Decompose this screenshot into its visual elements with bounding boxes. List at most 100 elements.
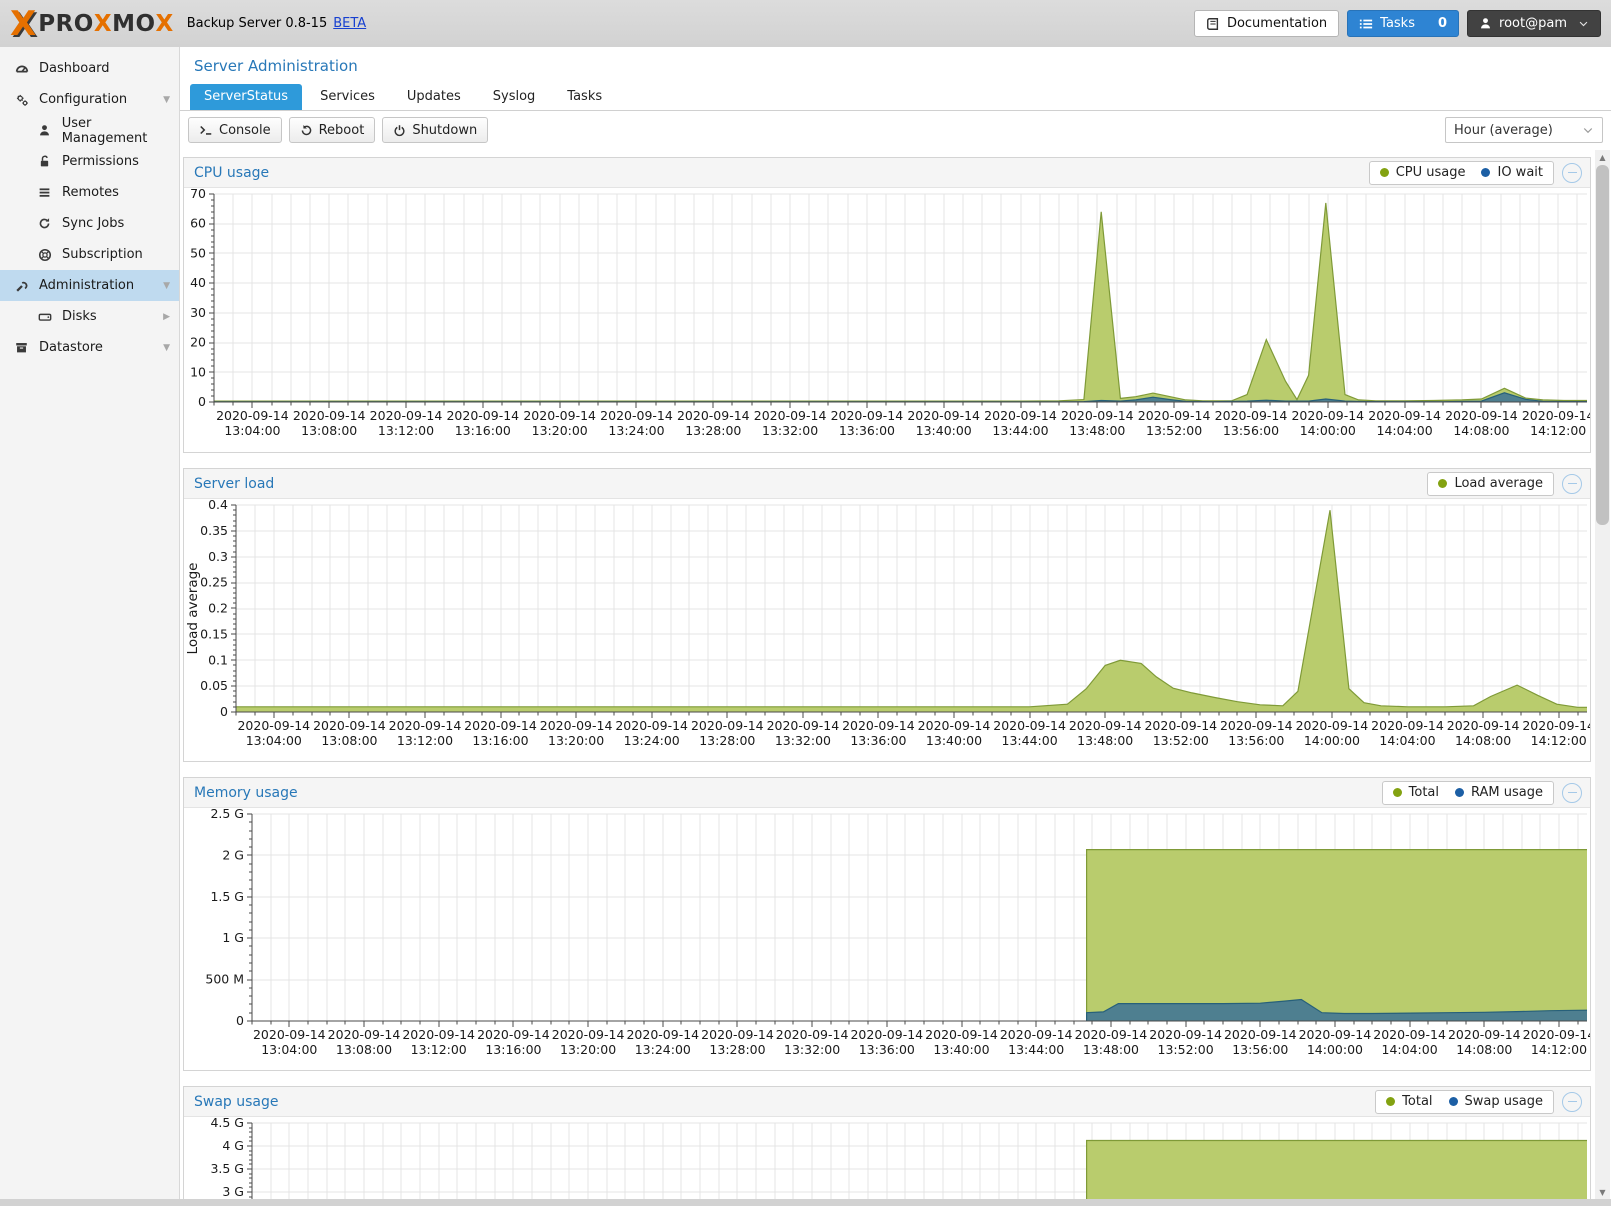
beta-link[interactable]: BETA: [333, 16, 367, 31]
chart-panel: Memory usage Total RAM usage 0 500 M 1 G 1.5…: [183, 777, 1591, 1071]
collapse-panel-button[interactable]: [1562, 473, 1582, 494]
x-tick-label: 2020-09-14 14:08:00: [1445, 408, 1518, 438]
sidebar-item-user-management[interactable]: User Management: [0, 115, 179, 146]
vertical-scrollbar[interactable]: ▲ ▼: [1595, 150, 1610, 1199]
sidebar-item-administration[interactable]: Administration ▼: [0, 270, 179, 301]
main-content: Server Administration ServerStatus Servic…: [180, 47, 1611, 1206]
legend-dot-blue: [1481, 168, 1491, 177]
chevron-down-icon: [1583, 128, 1593, 134]
page-title: Server Administration: [194, 57, 358, 75]
user-menu-button[interactable]: root@pam: [1467, 10, 1601, 37]
sidebar-item-configuration[interactable]: Configuration ▼: [0, 84, 179, 115]
tab-serverstatus[interactable]: ServerStatus: [190, 84, 303, 110]
sidebar: Dashboard Configuration ▼ User Management Pe…: [0, 47, 180, 1206]
sidebar-item-permissions[interactable]: Permissions: [0, 146, 179, 177]
x-tick-label: 2020-09-14 13:56:00: [1220, 718, 1293, 748]
sidebar-item-disks[interactable]: Disks ▶: [0, 301, 179, 332]
legend-label: Total: [1402, 1094, 1433, 1109]
y-tick-label: 3.5 G: [210, 1161, 244, 1176]
series-line-io-wait: [214, 392, 1587, 403]
documentation-button[interactable]: Documentation: [1193, 10, 1340, 37]
tab-updates[interactable]: Updates: [406, 89, 461, 104]
x-tick-label: 2020-09-14 13:56:00: [1224, 1027, 1297, 1057]
chart-panel-header: CPU usage CPU usage IO wait: [184, 158, 1590, 188]
x-tick-label: 2020-09-14 13:16:00: [464, 718, 537, 748]
chevron-down-icon[interactable]: ▼: [163, 342, 170, 353]
chart-legend: CPU usage IO wait: [1368, 160, 1554, 185]
sidebar-item-label: Remotes: [62, 185, 119, 200]
legend-item-swap-usage[interactable]: Swap usage: [1448, 1094, 1543, 1109]
legend-item-io-wait[interactable]: IO wait: [1481, 165, 1543, 180]
sidebar-item-subscription[interactable]: Subscription: [0, 239, 179, 270]
tab-syslog[interactable]: Syslog: [492, 89, 536, 104]
x-tick-label: 2020-09-14 14:08:00: [1448, 1027, 1521, 1057]
sidebar-item-label: Configuration: [39, 92, 128, 107]
series-line-ram-usage: [1086, 998, 1588, 1021]
x-tick-label: 2020-09-14 13:48:00: [1061, 408, 1134, 438]
archive-icon: [13, 341, 30, 354]
collapse-panel-button[interactable]: [1562, 782, 1582, 803]
x-tick-label: 2020-09-14 13:36:00: [831, 408, 904, 438]
scroll-down-arrow[interactable]: ▼: [1599, 1187, 1606, 1197]
legend-dot-green: [1386, 1097, 1396, 1106]
sync-icon: [36, 217, 53, 230]
x-tick-label: 2020-09-14 13:32:00: [754, 408, 827, 438]
y-tick-label: 70: [190, 188, 206, 201]
user-label: root@pam: [1499, 16, 1567, 31]
x-tick-label: 2020-09-14 13:36:00: [850, 1027, 923, 1057]
x-tick-label: 2020-09-14 14:00:00: [1299, 1027, 1372, 1057]
y-tick-label: 2.5 G: [210, 808, 244, 821]
minus-icon: [1567, 792, 1577, 793]
chart-svg: 0 500 M 1 G 1.5 G 2 G 2.5 G 2020-09-14 13:04:00…: [205, 808, 1590, 1057]
sidebar-item-remotes[interactable]: Remotes: [0, 177, 179, 208]
legend-dot-green: [1379, 168, 1389, 177]
window-bottom-edge: [0, 1199, 1611, 1206]
legend-item-cpu-usage[interactable]: CPU usage: [1379, 165, 1465, 180]
y-axis-title: Load average: [185, 563, 201, 655]
toolbar-button-label: Reboot: [318, 122, 365, 138]
chevron-right-icon[interactable]: ▶: [163, 311, 170, 322]
x-tick-label: 2020-09-14 13:20:00: [552, 1027, 625, 1057]
series-line-total: [1086, 1139, 1587, 1206]
chevron-down-icon[interactable]: ▼: [163, 280, 170, 291]
legend-label: Swap usage: [1464, 1094, 1543, 1109]
legend-item-total[interactable]: Total: [1386, 1094, 1433, 1109]
brand-letter: MO: [112, 10, 156, 37]
sidebar-item-datastore[interactable]: Datastore ▼: [0, 332, 179, 363]
x-tick-label: 2020-09-14 14:12:00: [1523, 1027, 1590, 1057]
chart-area: 0 0.05 0.1 0.15 0.2 0.25 0.3 0.35 0.4 2020-09-14 1…: [184, 499, 1590, 761]
x-tick-label: 2020-09-14 14:12:00: [1522, 718, 1590, 748]
scrollbar-thumb[interactable]: [1596, 165, 1609, 525]
shutdown-button[interactable]: Shutdown: [382, 117, 489, 143]
x-tick-label: 2020-09-14 13:56:00: [1215, 408, 1288, 438]
chart-area: 0 500 M 1 G 1.5 G 2 G 2.5 G 2020-09-14 13:04:00…: [184, 808, 1590, 1070]
console-button[interactable]: Console: [188, 117, 282, 143]
minus-icon: [1567, 172, 1577, 173]
tasks-button[interactable]: Tasks 0: [1347, 10, 1460, 37]
x-tick-label: 2020-09-14 13:24:00: [600, 408, 673, 438]
collapse-panel-button[interactable]: [1562, 1091, 1582, 1112]
proxmox-logo-icon: X: [10, 3, 37, 44]
x-tick-label: 2020-09-14 14:00:00: [1296, 718, 1369, 748]
tab-tasks[interactable]: Tasks: [567, 89, 603, 104]
tasks-list-icon: [1360, 19, 1373, 28]
x-tick-label: 2020-09-14 13:40:00: [907, 408, 980, 438]
x-tick-label: 2020-09-14 13:28:00: [691, 718, 764, 748]
legend-item-total[interactable]: Total: [1392, 785, 1439, 800]
chevron-down-icon[interactable]: ▼: [163, 94, 170, 105]
minus-icon: [1567, 483, 1577, 484]
sidebar-item-dashboard[interactable]: Dashboard: [0, 53, 179, 84]
x-tick-label: 2020-09-14 13:52:00: [1138, 408, 1211, 438]
collapse-panel-button[interactable]: [1562, 162, 1582, 183]
legend-item-load-average[interactable]: Load average: [1438, 476, 1543, 491]
scroll-up-arrow[interactable]: ▲: [1599, 152, 1606, 162]
timeframe-select[interactable]: Hour (average): [1445, 117, 1603, 143]
series-area-ram-usage: [1086, 999, 1587, 1021]
legend-item-ram-usage[interactable]: RAM usage: [1455, 785, 1543, 800]
chevron-down-icon: [1579, 21, 1588, 27]
y-tick-label: 0.25: [200, 575, 228, 590]
sidebar-item-sync-jobs[interactable]: Sync Jobs: [0, 208, 179, 239]
reboot-button[interactable]: Reboot: [288, 117, 376, 143]
unlock-icon: [36, 155, 53, 168]
tab-services[interactable]: Services: [320, 89, 375, 104]
